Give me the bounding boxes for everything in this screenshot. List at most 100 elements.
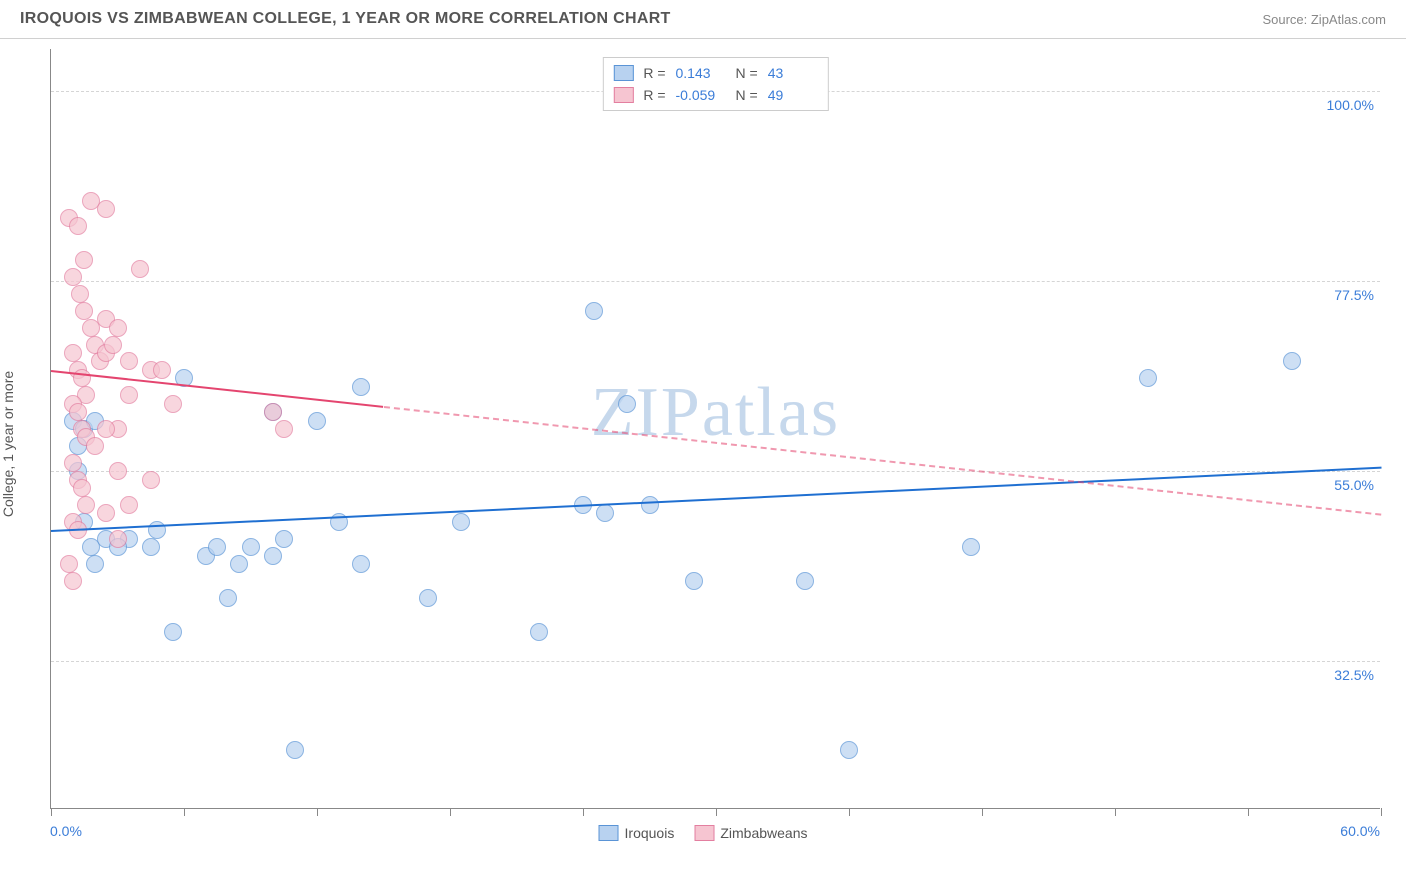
source-name: ZipAtlas.com: [1311, 12, 1386, 27]
data-point: [97, 200, 115, 218]
data-point: [352, 555, 370, 573]
y-tick-label: 55.0%: [1334, 477, 1374, 493]
data-point: [75, 251, 93, 269]
x-tick: [1381, 808, 1382, 816]
plot-area: ZIPatlas R =0.143N =43R =-0.059N =49 32.…: [50, 49, 1380, 809]
x-tick: [1248, 808, 1249, 816]
legend-stat-row: R = 0.143 N = 43: [613, 62, 817, 84]
series-legend: Iroquois Zimbabweans: [599, 825, 808, 841]
legend-stat-row: R =-0.059N =49: [613, 84, 817, 106]
chart-container: College, 1 year or more ZIPatlas R =0.14…: [0, 39, 1406, 849]
n-value: 49: [768, 84, 818, 106]
data-point: [64, 344, 82, 362]
gridline: [51, 281, 1380, 282]
legend-label: Iroquois: [625, 825, 675, 841]
legend-swatch: [599, 825, 619, 841]
chart-title: IROQUOIS VS ZIMBABWEAN COLLEGE, 1 YEAR O…: [20, 10, 671, 28]
legend-item: Zimbabweans: [694, 825, 807, 841]
trend-line: [51, 467, 1381, 532]
x-tick: [716, 808, 717, 816]
data-point: [275, 420, 293, 438]
x-tick: [51, 808, 52, 816]
data-point: [142, 538, 160, 556]
data-point: [120, 386, 138, 404]
x-max-label: 60.0%: [1340, 823, 1380, 839]
data-point: [796, 572, 814, 590]
x-tick: [849, 808, 850, 816]
y-tick-label: 100.0%: [1327, 97, 1374, 113]
data-point: [219, 589, 237, 607]
y-tick-label: 77.5%: [1334, 287, 1374, 303]
source-prefix: Source:: [1262, 12, 1310, 27]
y-tick-label: 32.5%: [1334, 667, 1374, 683]
data-point: [596, 504, 614, 522]
gridline: [51, 471, 1380, 472]
data-point: [86, 555, 104, 573]
data-point: [286, 741, 304, 759]
trend-line-dashed: [383, 406, 1381, 516]
data-point: [64, 572, 82, 590]
data-point: [131, 260, 149, 278]
x-tick: [1115, 808, 1116, 816]
data-point: [618, 395, 636, 413]
legend-label: Zimbabweans: [720, 825, 807, 841]
data-point: [164, 395, 182, 413]
r-label: R =: [643, 62, 665, 84]
data-point: [75, 302, 93, 320]
data-point: [352, 378, 370, 396]
chart-header: IROQUOIS VS ZIMBABWEAN COLLEGE, 1 YEAR O…: [0, 0, 1406, 39]
x-tick: [583, 808, 584, 816]
data-point: [109, 319, 127, 337]
legend-swatch: [613, 65, 633, 81]
x-min-label: 0.0%: [50, 823, 82, 839]
data-point: [64, 454, 82, 472]
data-point: [104, 336, 122, 354]
r-label: R =: [643, 84, 665, 106]
data-point: [86, 437, 104, 455]
data-point: [208, 538, 226, 556]
data-point: [153, 361, 171, 379]
gridline: [51, 661, 1380, 662]
data-point: [1139, 369, 1157, 387]
data-point: [264, 547, 282, 565]
data-point: [120, 352, 138, 370]
data-point: [230, 555, 248, 573]
data-point: [1283, 352, 1301, 370]
data-point: [530, 623, 548, 641]
data-point: [840, 741, 858, 759]
data-point: [419, 589, 437, 607]
data-point: [585, 302, 603, 320]
data-point: [641, 496, 659, 514]
n-label: N =: [736, 62, 758, 84]
data-point: [120, 496, 138, 514]
correlation-legend: R =0.143N =43R =-0.059N =49: [602, 57, 828, 111]
legend-swatch: [694, 825, 714, 841]
data-point: [142, 471, 160, 489]
data-point: [97, 504, 115, 522]
legend-swatch: [613, 87, 633, 103]
data-point: [97, 420, 115, 438]
data-point: [685, 572, 703, 590]
data-point: [275, 530, 293, 548]
data-point: [109, 530, 127, 548]
x-tick: [982, 808, 983, 816]
data-point: [452, 513, 470, 531]
n-label: N =: [736, 84, 758, 106]
x-tick: [184, 808, 185, 816]
data-point: [242, 538, 260, 556]
data-point: [164, 623, 182, 641]
data-point: [962, 538, 980, 556]
data-point: [71, 285, 89, 303]
data-point: [69, 217, 87, 235]
data-point: [77, 496, 95, 514]
source-attribution: Source: ZipAtlas.com: [1262, 12, 1386, 27]
data-point: [60, 555, 78, 573]
data-point: [264, 403, 282, 421]
data-point: [109, 462, 127, 480]
data-point: [308, 412, 326, 430]
trend-line: [51, 370, 384, 408]
data-point: [69, 403, 87, 421]
x-tick: [317, 808, 318, 816]
n-value: 43: [768, 62, 818, 84]
r-value: 0.143: [676, 62, 726, 84]
